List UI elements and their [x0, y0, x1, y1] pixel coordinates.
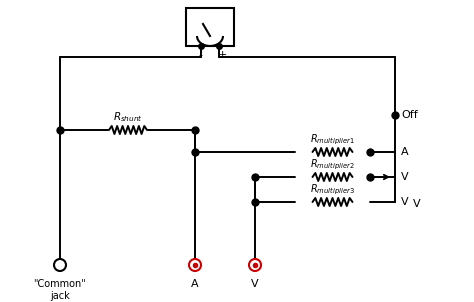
Text: $R_{multiplier1}$: $R_{multiplier1}$ — [310, 133, 355, 147]
Text: Off: Off — [401, 110, 418, 120]
Text: A: A — [191, 279, 199, 289]
Text: V: V — [401, 172, 409, 182]
Text: -: - — [198, 50, 202, 60]
Text: $R_{multiplier2}$: $R_{multiplier2}$ — [310, 158, 355, 172]
Text: "Common"
jack: "Common" jack — [34, 279, 86, 300]
Text: $R_{shunt}$: $R_{shunt}$ — [113, 110, 143, 124]
Text: V: V — [401, 197, 409, 207]
Text: +: + — [217, 50, 227, 60]
Text: $R_{multiplier3}$: $R_{multiplier3}$ — [310, 183, 355, 197]
Text: A: A — [401, 147, 409, 157]
Bar — [186, 8, 234, 46]
Text: V: V — [251, 279, 259, 289]
Text: V: V — [413, 199, 420, 209]
